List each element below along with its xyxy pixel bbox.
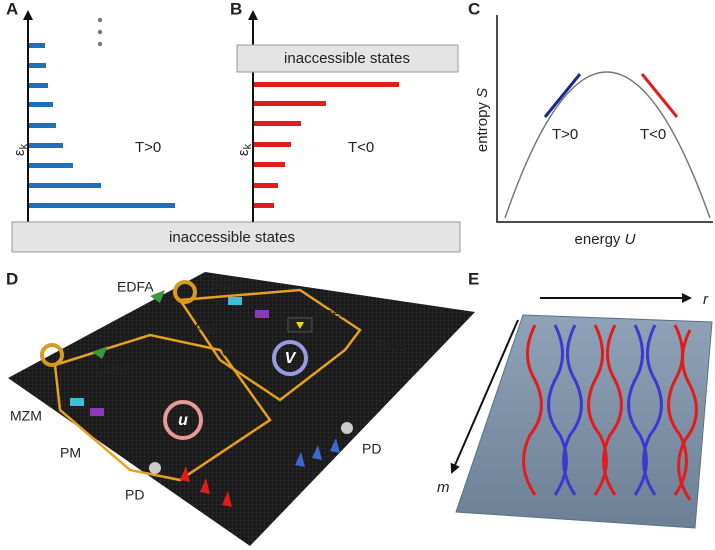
- axis-label: εk: [11, 143, 30, 156]
- panel-label: E: [468, 269, 479, 288]
- level-bars: [29, 43, 175, 208]
- component-label: Laser: [310, 305, 345, 321]
- state-box: [11, 221, 461, 253]
- component-label: EDFA: [96, 361, 133, 377]
- tangent: [543, 73, 582, 118]
- annotation: T>0: [135, 139, 161, 156]
- box-label: inaccessible states: [284, 50, 410, 67]
- axis-arrow: [450, 319, 519, 474]
- annotation: T<0: [348, 139, 374, 156]
- axis-label: entropy S: [474, 88, 491, 152]
- component-label: MZM: [212, 275, 244, 291]
- waveguide-lattice: [522, 324, 698, 501]
- axis-label-sub: k: [18, 143, 30, 149]
- entropy-curve: [504, 71, 711, 219]
- component-label: VC: [220, 343, 239, 359]
- pulse-markers: [180, 466, 232, 507]
- box-label: inaccessible states: [169, 229, 295, 246]
- axis-label: m: [437, 479, 450, 496]
- panel-label: D: [6, 269, 18, 288]
- loop-arrow: [163, 400, 203, 440]
- axis-label-var: S: [474, 88, 491, 98]
- loop-label: u: [178, 412, 188, 429]
- component-label: EDFA: [117, 279, 154, 295]
- axis-label-main: ε: [11, 149, 28, 156]
- ellipsis: [97, 17, 103, 47]
- fiber-loops: [53, 288, 362, 482]
- level-bars: [254, 82, 399, 208]
- panel-label: B: [230, 0, 242, 18]
- axis-label-sub: k: [242, 143, 254, 149]
- component-label: PD: [362, 441, 381, 457]
- annotation: T>0: [552, 126, 578, 143]
- component-label: PM: [195, 321, 216, 337]
- loop-arrow: [272, 340, 308, 376]
- component-label: PM: [60, 445, 81, 461]
- axis-label-main: entropy: [474, 102, 491, 153]
- component-label: Gate: [376, 338, 407, 354]
- axis-label: εk: [235, 143, 254, 156]
- components: [40, 280, 353, 474]
- state-box: [236, 44, 459, 73]
- panel-label: C: [468, 0, 480, 18]
- panel-label: A: [6, 0, 18, 18]
- axis-label: r: [703, 291, 709, 308]
- component-label: MZM: [10, 408, 42, 424]
- axis-label-var: U: [625, 231, 636, 248]
- axis-label-main: energy: [575, 231, 621, 248]
- loop-label: V: [285, 350, 297, 367]
- chip-board: [8, 272, 475, 546]
- tangent: [640, 73, 679, 118]
- axis-label: energy U: [575, 231, 636, 248]
- annotation: T<0: [640, 126, 666, 143]
- axis-label-main: ε: [235, 149, 252, 156]
- pulse-markers: [295, 438, 340, 467]
- component-label: PD: [125, 487, 144, 503]
- lattice-slab: [455, 314, 713, 529]
- axes: [496, 15, 713, 223]
